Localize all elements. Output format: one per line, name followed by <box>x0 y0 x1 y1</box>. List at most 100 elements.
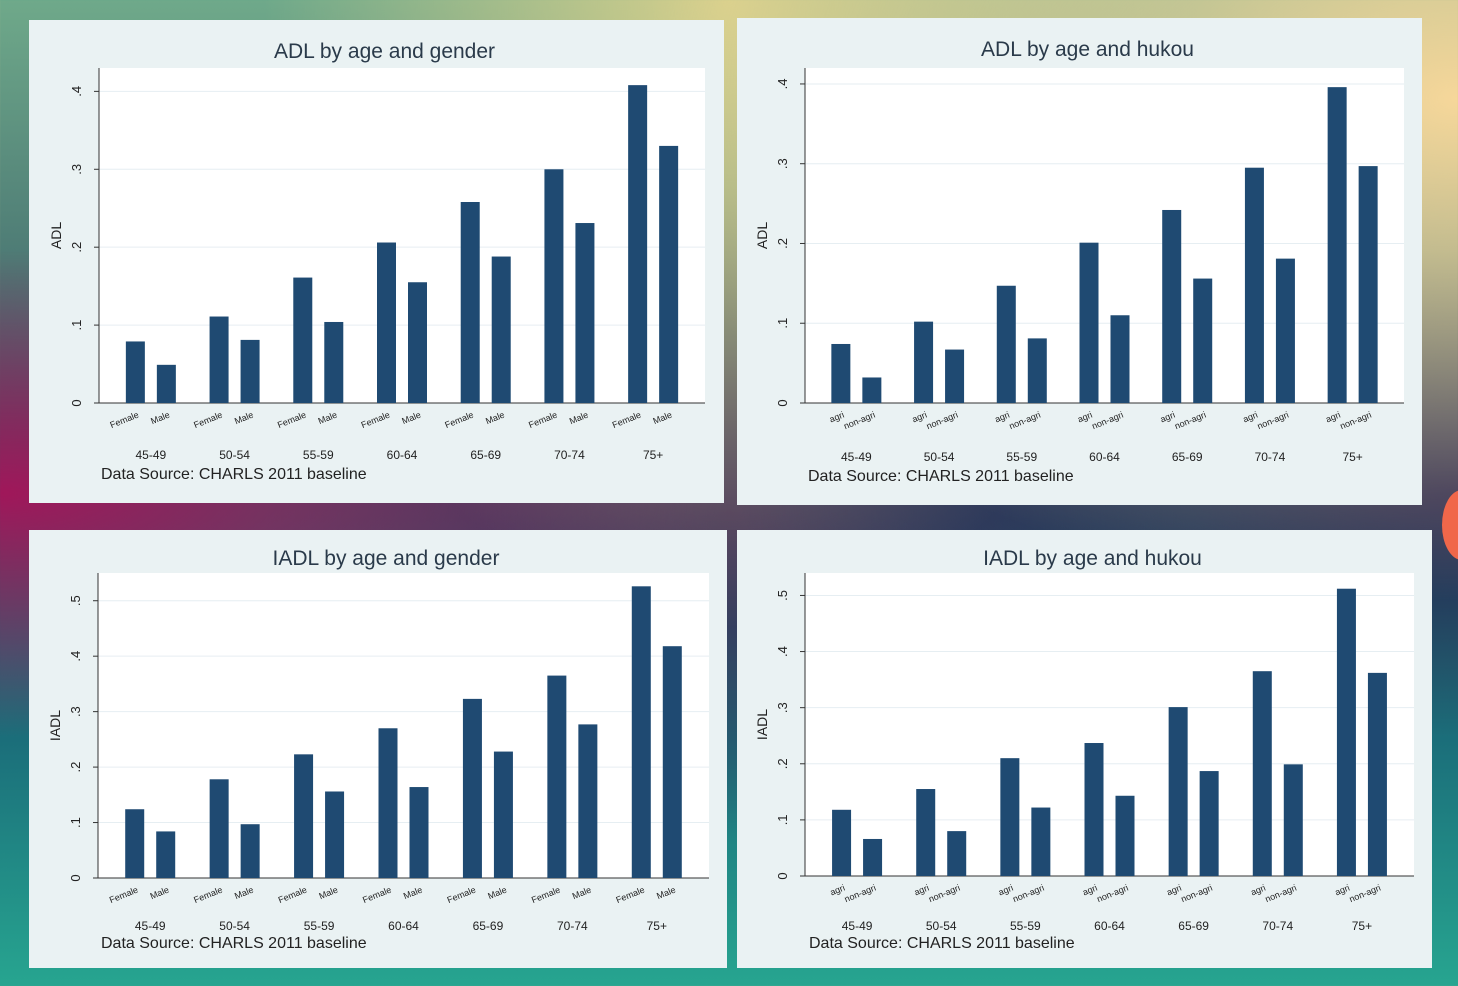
bar <box>460 202 480 403</box>
bar-sub-label: non-agri <box>1090 410 1124 432</box>
chart-panel-adl-hukou: ADL by age and hukou 0.1.2.3.4 ADL agri non-… <box>737 18 1422 505</box>
bar-sub-label: Female <box>192 410 224 431</box>
plot-area <box>99 68 705 403</box>
bar <box>996 285 1016 403</box>
bar <box>156 364 176 403</box>
bar-sub-label: Male <box>149 885 171 902</box>
chart-title: IADL by age and gender <box>273 547 500 570</box>
chart-title: ADL by age and gender <box>274 40 495 63</box>
y-tick-label: .5 <box>68 595 83 606</box>
bar-sub-label: Female <box>530 885 562 906</box>
bar <box>408 282 427 403</box>
bar <box>491 256 511 403</box>
y-tick-label: .5 <box>775 590 790 601</box>
bar-sub-label: Male <box>149 410 171 427</box>
y-tick-label: .1 <box>69 320 84 331</box>
group-label: 75+ <box>1342 450 1362 464</box>
bar <box>209 779 229 878</box>
data-source-note: Data Source: CHARLS 2011 baseline <box>808 468 1074 485</box>
bar-sub-label: Male <box>571 885 593 902</box>
bar <box>1110 315 1130 403</box>
bar-sub-label: non-agri <box>843 883 877 905</box>
bar <box>378 728 398 878</box>
group-label: 60-64 <box>1089 450 1120 464</box>
bar <box>462 698 482 878</box>
bar <box>125 809 145 878</box>
bar-sub-label: non-agri <box>1011 883 1045 905</box>
y-tick-label: .2 <box>775 758 790 769</box>
bar-sub-label: Male <box>233 885 255 902</box>
bar <box>1079 242 1099 403</box>
y-axis-title: IADL <box>47 710 63 741</box>
bar-sub-label: non-agri <box>1256 410 1290 432</box>
bar-sub-label: Female <box>446 885 478 906</box>
y-tick-label: .4 <box>68 651 83 662</box>
chart-title: ADL by age and hukou <box>981 38 1194 61</box>
bar <box>1336 588 1356 876</box>
y-tick-label: .2 <box>68 762 83 773</box>
bar-sub-label: Male <box>317 885 339 902</box>
bar <box>1252 671 1272 876</box>
group-label: 60-64 <box>388 919 419 933</box>
bar <box>409 787 429 878</box>
y-tick-label: .1 <box>775 318 790 329</box>
bar <box>1084 743 1104 876</box>
bar <box>156 831 176 878</box>
bar-sub-label: Male <box>400 410 422 427</box>
group-label: 60-64 <box>1094 919 1125 933</box>
bar <box>575 223 595 403</box>
y-tick-label: .1 <box>68 817 83 828</box>
group-label: 75+ <box>1352 919 1372 933</box>
group-label: 65-69 <box>1172 450 1203 464</box>
group-label: 50-54 <box>219 919 250 933</box>
bar <box>1275 258 1295 403</box>
bar <box>659 145 679 403</box>
group-label: 50-54 <box>926 919 957 933</box>
bar <box>377 242 396 403</box>
bar <box>240 339 260 403</box>
chart-iadl-gender: IADL by age and gender 0 .1 .2 .3 .4 .5 IADL Fem… <box>47 547 709 952</box>
bar-sub-label: Female <box>360 410 392 431</box>
group-label: 75+ <box>647 919 667 933</box>
bar-sub-label: Male <box>568 410 590 427</box>
group-label: 70-74 <box>554 448 585 462</box>
bar <box>493 751 513 878</box>
group-label: 55-59 <box>1006 450 1037 464</box>
bar <box>1199 771 1219 876</box>
group-label: 45-49 <box>136 448 167 462</box>
group-label: 70-74 <box>1255 450 1286 464</box>
bar-sub-label: Female <box>109 410 141 431</box>
bar-sub-label: Male <box>402 885 424 902</box>
bar-sub-label: Male <box>317 410 339 427</box>
bar <box>240 824 260 878</box>
bar-sub-label: Female <box>527 410 559 431</box>
bar <box>209 316 229 403</box>
bar-sub-label: Female <box>361 885 393 906</box>
bar <box>125 341 145 403</box>
y-tick-label: .2 <box>69 242 84 253</box>
group-label: 65-69 <box>473 919 504 933</box>
bar <box>544 169 564 403</box>
bar <box>324 321 344 403</box>
bar-sub-label: non-agri <box>1264 883 1298 905</box>
bar-sub-label: Male <box>655 885 677 902</box>
bar <box>916 789 936 876</box>
y-axis-title: ADL <box>754 222 770 249</box>
y-tick-label: .4 <box>775 646 790 657</box>
y-tick-label: .3 <box>69 164 84 175</box>
data-source-note: Data Source: CHARLS 2011 baseline <box>101 935 367 952</box>
group-label: 70-74 <box>1262 919 1293 933</box>
chart-panel-iadl-gender: IADL by age and gender 0 .1 .2 .3 .4 .5 IADL Fem… <box>29 530 727 968</box>
plot-area <box>98 573 709 878</box>
chart-adl-gender: ADL by age and gender 0 .1 .2 .3 .4 ADL Female M… <box>48 40 705 483</box>
bar <box>325 791 345 878</box>
bar-sub-label: Male <box>233 410 255 427</box>
group-label: 50-54 <box>219 448 250 462</box>
bar <box>1027 338 1047 403</box>
bar <box>832 809 852 876</box>
bar-sub-label: non-agri <box>842 410 876 432</box>
bar <box>1000 758 1020 876</box>
bar <box>294 754 314 878</box>
bar <box>947 831 967 876</box>
y-tick-label: .4 <box>69 86 84 97</box>
